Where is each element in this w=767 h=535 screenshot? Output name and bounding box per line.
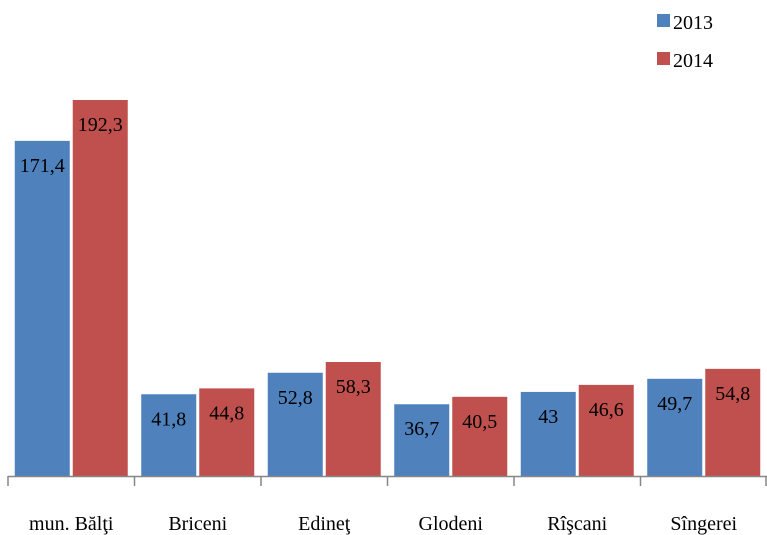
bar-2014-3 (452, 396, 508, 476)
bar-2014-5 (705, 368, 761, 476)
data-label-2014-0: 192,3 (78, 114, 123, 136)
legend-swatch-2014 (657, 52, 670, 65)
data-label-2014-3: 40,5 (462, 411, 497, 433)
bar-2013-0 (14, 140, 70, 477)
data-label-2014-4: 46,6 (589, 399, 624, 421)
x-tick-label-2: Edineţ (298, 513, 351, 535)
x-tick-label-0: mun. Bălţi (29, 513, 114, 535)
bar-2013-1 (141, 394, 197, 476)
bar-2013-4 (520, 391, 576, 476)
data-label-2013-4: 43 (538, 406, 558, 428)
x-tick-label-4: Rîşcani (547, 513, 607, 535)
bars-group (14, 100, 761, 477)
x-tick-label-3: Glodeni (419, 513, 484, 535)
x-axis (7, 475, 767, 486)
bar-2013-2 (267, 372, 323, 476)
legend-swatch-2013 (657, 14, 670, 27)
data-label-2013-1: 41,8 (151, 408, 186, 430)
data-labels-group: 171,4 192,3 41,8 44,8 52,8 58,3 36,7 40,5 43 46,6… (20, 114, 751, 440)
data-label-2014-5: 54,8 (715, 383, 750, 405)
legend-label-2013: 2013 (673, 12, 713, 34)
data-label-2013-5: 49,7 (657, 393, 692, 415)
bar-2013-5 (647, 378, 703, 476)
x-tick-labels: mun. Bălţi Briceni Edineţ Glodeni Rîşcani Sîn… (29, 513, 737, 535)
x-tick-label-1: Briceni (168, 513, 227, 535)
x-tick-label-5: Sîngerei (670, 513, 737, 535)
data-label-2014-2: 58,3 (336, 376, 371, 398)
data-label-2013-3: 36,7 (404, 418, 439, 440)
legend: 2013 2014 (657, 12, 713, 72)
data-label-2013-2: 52,8 (278, 387, 313, 409)
data-label-2013-0: 171,4 (20, 155, 65, 177)
bar-2014-1 (199, 388, 255, 476)
bar-2014-4 (578, 384, 634, 476)
legend-label-2014: 2014 (673, 50, 713, 72)
bar-2014-2 (325, 362, 381, 476)
bar-2013-3 (394, 404, 450, 476)
data-label-2014-1: 44,8 (209, 402, 244, 424)
bar-2014-0 (72, 100, 128, 476)
